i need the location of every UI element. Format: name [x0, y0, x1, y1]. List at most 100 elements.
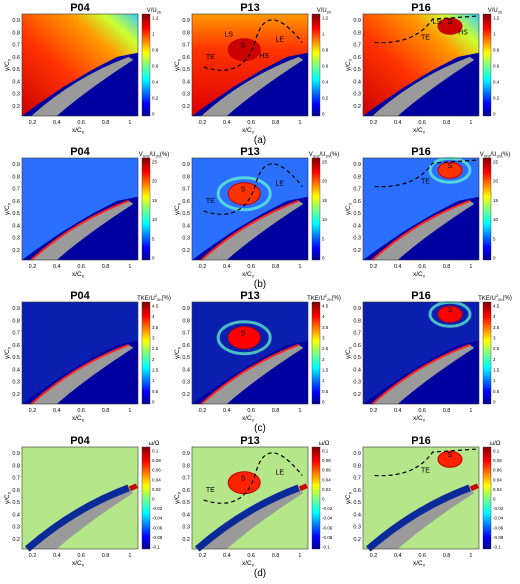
y-axis-label: y/Cx: [4, 58, 12, 71]
colorbar-label: TKE/U22h(%): [478, 293, 512, 302]
colorbar-tick: 4: [152, 314, 155, 319]
y-tick-label: 0.5: [353, 211, 361, 217]
y-tick-label: 0.9: [182, 162, 190, 168]
x-axis-label: x/Cx: [242, 560, 255, 568]
x-tick-label: 1: [469, 120, 472, 126]
x-tick-label: 0.2: [199, 264, 207, 270]
y-tick-label: 0.8: [12, 30, 20, 36]
y-tick-label: 0.3: [12, 236, 20, 242]
y-tick-label: 0.5: [12, 500, 20, 506]
y-tick-label: 0.3: [353, 236, 361, 242]
y-axis-label: y/Cx: [174, 491, 182, 504]
colorbar-tick: 0: [493, 112, 496, 117]
panel-title: P16: [411, 2, 431, 14]
y-tick-label: 0.8: [12, 174, 20, 180]
colorbar: [141, 301, 151, 405]
colorbar-tick: 1: [322, 378, 325, 383]
colorbar-tick: 4: [493, 314, 496, 319]
colorbar-tick: -0.04: [322, 516, 333, 521]
y-tick-label: 0.5: [182, 67, 190, 73]
annotation-s: S: [241, 331, 246, 338]
x-tick-label: 0.8: [272, 120, 280, 126]
y-tick-label: 0.7: [12, 476, 20, 482]
y-tick-label: 0.2: [12, 537, 20, 543]
colorbar-tick: 25: [322, 160, 328, 165]
shear-layer: [216, 320, 272, 356]
y-tick-label: 0.8: [353, 30, 361, 36]
x-tick-label: 0.2: [370, 553, 378, 559]
panel-title: P04: [70, 290, 90, 302]
colorbar-tick: 0: [152, 400, 155, 405]
blade-shape: [372, 56, 475, 116]
x-axis-label: x/Cx: [72, 127, 85, 135]
y-tick-label: 0.9: [353, 306, 361, 312]
x-axis-label: x/Cx: [413, 127, 426, 135]
x-tick-label: 0.2: [199, 553, 207, 559]
y-tick-label: 0.9: [182, 306, 190, 312]
dashed-boundary: [203, 19, 303, 71]
x-tick-label: 0.4: [53, 120, 61, 126]
x-tick-label: 0.2: [29, 408, 37, 414]
x-axis-label: x/Cx: [413, 271, 426, 279]
y-tick-label: 0.2: [12, 392, 20, 398]
colorbar-tick: 10: [322, 217, 328, 222]
colorbar-label: V/U2h: [147, 8, 161, 15]
colorbar-tick: 15: [493, 198, 499, 203]
plot-frame: [191, 446, 309, 550]
y-axis-label: y/Cx: [4, 202, 12, 215]
panel-title: P13: [240, 290, 260, 302]
colorbar-tick: 0.06: [152, 468, 161, 473]
row-label: (c): [254, 423, 266, 434]
dashed-boundary: [374, 159, 478, 188]
dashed-boundary: [203, 163, 303, 215]
colorbar: [311, 446, 321, 550]
boundary-layer: [30, 199, 130, 261]
y-tick-label: 0.9: [182, 451, 190, 457]
x-tick-label: 0.2: [29, 120, 37, 126]
y-tick-label: 0.5: [12, 355, 20, 361]
y-axis-label: y/Cx: [174, 58, 182, 71]
y-tick-label: 0.2: [353, 392, 361, 398]
boundary-layer: [24, 484, 130, 552]
shear-layer: [216, 176, 272, 212]
panel-title: P13: [240, 435, 260, 447]
y-tick-label: 0.6: [353, 343, 361, 349]
colorbar-tick: 4.5: [152, 304, 159, 309]
y-tick-label: 0.4: [12, 367, 20, 373]
colorbar-tick: 5: [152, 236, 155, 241]
plot-frame: [191, 157, 309, 261]
y-tick-label: 0.2: [182, 104, 190, 110]
y-tick-label: 0.4: [353, 223, 361, 229]
blade-shape: [201, 489, 304, 549]
x-tick-label: 0.4: [53, 553, 61, 559]
x-tick-label: 0.8: [272, 264, 280, 270]
x-tick-label: 1: [298, 120, 301, 126]
separation-region: [437, 305, 463, 323]
panel-title: P04: [70, 146, 90, 158]
y-tick-label: 0.5: [12, 67, 20, 73]
colorbar-tick: 0.2: [493, 96, 500, 101]
colorbar-tick: -0.08: [322, 535, 333, 540]
colorbar-tick: 0: [322, 256, 325, 261]
x-tick-label: 1: [298, 264, 301, 270]
colorbar-tick: 0.08: [493, 458, 502, 463]
colorbar-tick: 0.4: [322, 80, 329, 85]
colorbar-tick: 2: [322, 357, 325, 362]
x-tick-label: 0.6: [77, 264, 85, 270]
colorbar-tick: 0.5: [152, 389, 159, 394]
colorbar-tick: 0.6: [152, 64, 159, 69]
separation-region: [437, 161, 463, 179]
y-tick-label: 0.5: [12, 211, 20, 217]
colorbar-tick: 0.8: [152, 48, 159, 53]
colorbar-tick: 25: [493, 160, 499, 165]
y-tick-label: 0.2: [182, 537, 190, 543]
colorbar-tick: 0.08: [322, 458, 331, 463]
x-tick-label: 0.2: [370, 120, 378, 126]
x-tick-label: 0.2: [199, 408, 207, 414]
x-tick-label: 0.2: [29, 553, 37, 559]
x-tick-label: 0.6: [247, 553, 255, 559]
colorbar-tick: -0.02: [322, 506, 333, 511]
colorbar-tick: 1.5: [152, 368, 159, 373]
colorbar-tick: 0.8: [493, 48, 500, 53]
colorbar-tick: 10: [493, 217, 499, 222]
